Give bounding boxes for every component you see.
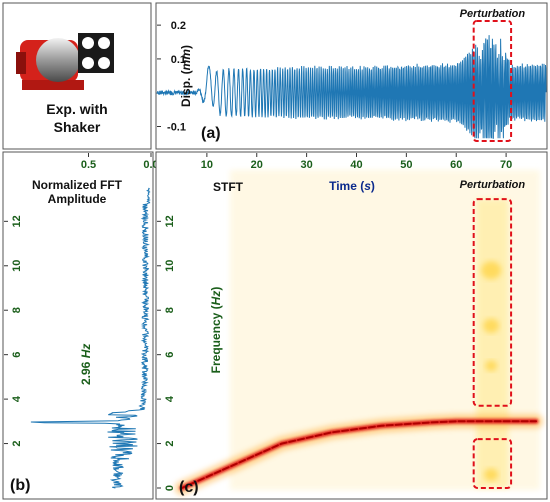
panel-c: 10 20 30 40 50 60 70 0 2 4 6 8 10 12 STFT Time (s) P… (155, 151, 548, 500)
panel-c-yticks: 0 2 4 6 8 10 12 (157, 215, 176, 491)
heatmap-blob-0 (481, 261, 502, 280)
panel-c-xtick-label-6: 70 (500, 159, 512, 171)
panel-c-xtick-label-1: 20 (251, 159, 263, 171)
panel-b-ytick-label-2: 8 (11, 307, 23, 313)
panel-c-ytick-label-4: 8 (164, 307, 176, 313)
panel-b-ytick-label-0: 12 (11, 215, 23, 227)
panel-c-ytick-label-6: 12 (164, 215, 176, 227)
panel-b-xtick-label-0: 0.5 (81, 159, 96, 171)
panel-a-perturbation-label: Perturbation (460, 8, 526, 20)
panel-b-ytick-label-5: 2 (11, 440, 23, 446)
panel-c-xtick-label-4: 50 (400, 159, 412, 171)
inset-panel: Exp. with Shaker (2, 2, 152, 150)
heatmap-ridge-core (180, 420, 537, 489)
panel-c-ytick-label-5: 10 (164, 260, 176, 272)
panel-a-ylabel: Disp. (mm) (179, 45, 193, 107)
panel-b-ytick-label-3: 6 (11, 352, 23, 358)
panel-c-perturbation-label: Perturbation (460, 179, 526, 191)
panel-c-xtick-label-2: 30 (300, 159, 312, 171)
shaker-device-icon (16, 33, 114, 90)
panel-c-ytick-label-3: 6 (164, 352, 176, 358)
panel-c-ytick-label-1: 2 (164, 440, 176, 446)
heatmap-perturbation-glow (476, 199, 509, 488)
panel-a-label: (a) (201, 125, 221, 142)
panel-c-heatmap (174, 170, 543, 495)
panel-c-title: STFT (213, 180, 244, 194)
inset-label-line1: Exp. with (46, 101, 107, 117)
panel-c-ytick-label-0: 0 (164, 485, 176, 491)
panel-c-xlabel: Time (s) (329, 179, 375, 193)
panel-b-xticks: 0.5 0.0 (81, 153, 159, 171)
heatmap-blob-1 (483, 318, 500, 333)
panel-c-perturbation-boxes (472, 198, 513, 490)
panel-b-yticks: 12 10 8 6 4 2 (4, 215, 23, 447)
panel-a-ytick-label-2: -0.1 (167, 121, 186, 133)
panel-b-title-line2: Amplitude (48, 192, 107, 206)
panel-b-ytick-label-4: 4 (11, 395, 23, 402)
panel-c-label: (c) (179, 479, 199, 496)
panel-a-yticks: 0.2 0.1 -0.1 (157, 20, 186, 133)
panel-c-ylabel: Frequency (Hz) (209, 287, 223, 374)
panel-a-ytick-label-0: 0.2 (171, 20, 186, 32)
inset-label-line2: Shaker (54, 119, 101, 135)
panel-b-label: (b) (10, 477, 30, 494)
panel-b-title-line1: Normalized FFT (32, 178, 123, 192)
panel-a: Perturbation 0.2 0.1 -0.1 Disp. (mm) (a) (155, 2, 548, 150)
heatmap-blob-2 (485, 360, 498, 372)
panel-a-perturbation-box (472, 20, 513, 142)
panel-a-ytick-label-1: 0.1 (171, 54, 186, 66)
panel-a-signal (156, 35, 547, 139)
panel-c-xtick-label-5: 60 (450, 159, 462, 171)
panel-b: 0.5 0.0 12 10 8 6 4 2 Normalized FFT Amplitude… (2, 151, 159, 500)
panel-b-peak-label: 2.96 Hz (79, 344, 93, 385)
panel-c-ytick-label-2: 4 (164, 395, 176, 402)
panel-b-xtick-label-1: 0.0 (143, 159, 158, 171)
panel-c-xticks: 10 20 30 40 50 60 70 (201, 153, 512, 171)
panel-b-ytick-label-1: 10 (11, 260, 23, 272)
panel-c-xtick-label-3: 40 (350, 159, 362, 171)
panel-c-perturbation-box-1 (472, 438, 513, 490)
panel-b-fft-line (30, 187, 151, 489)
heatmap-blob-3 (484, 468, 499, 481)
panel-c-xtick-label-0: 10 (201, 159, 213, 171)
